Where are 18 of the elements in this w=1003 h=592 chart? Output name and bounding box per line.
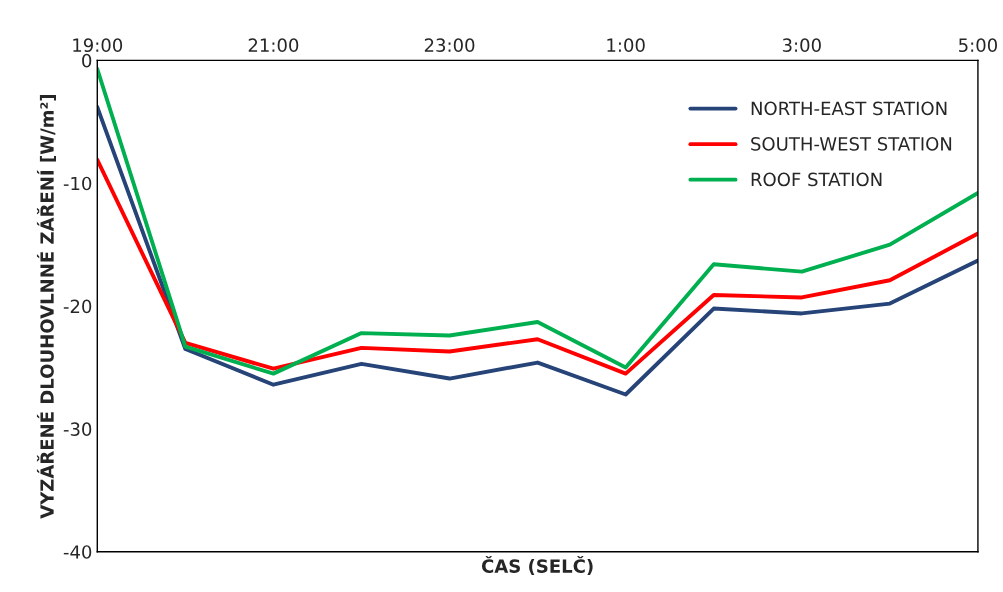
x-axis-title: ČAS (SELČ) [481, 555, 593, 576]
x-tick-label: 19:00 [73, 38, 123, 53]
line-series [97, 157, 978, 376]
y-axis-title: VYZÁŘENÉ DLOUHOVLNNÉ ZÁŘENÍ [W/m²] [36, 94, 57, 519]
legend-label: SOUTH-WEST STATION [751, 137, 952, 151]
x-tick-label: 5:00 [959, 38, 997, 53]
x-tick-label: 23:00 [424, 38, 475, 53]
legend-label: NORTH-EAST STATION [751, 101, 947, 116]
x-tick-label: 21:00 [248, 38, 299, 53]
y-tick-label: 0 [82, 53, 92, 68]
y-tick-label: -20 [63, 299, 92, 314]
y-tick-label: -40 [63, 545, 92, 559]
y-tick-label: -30 [63, 422, 92, 437]
legend-label: ROOF STATION [751, 172, 882, 187]
x-tick-label: 1:00 [607, 38, 645, 53]
y-tick-label: -10 [63, 176, 92, 191]
x-tick-label: 3:00 [782, 38, 821, 53]
line-series [97, 67, 978, 376]
